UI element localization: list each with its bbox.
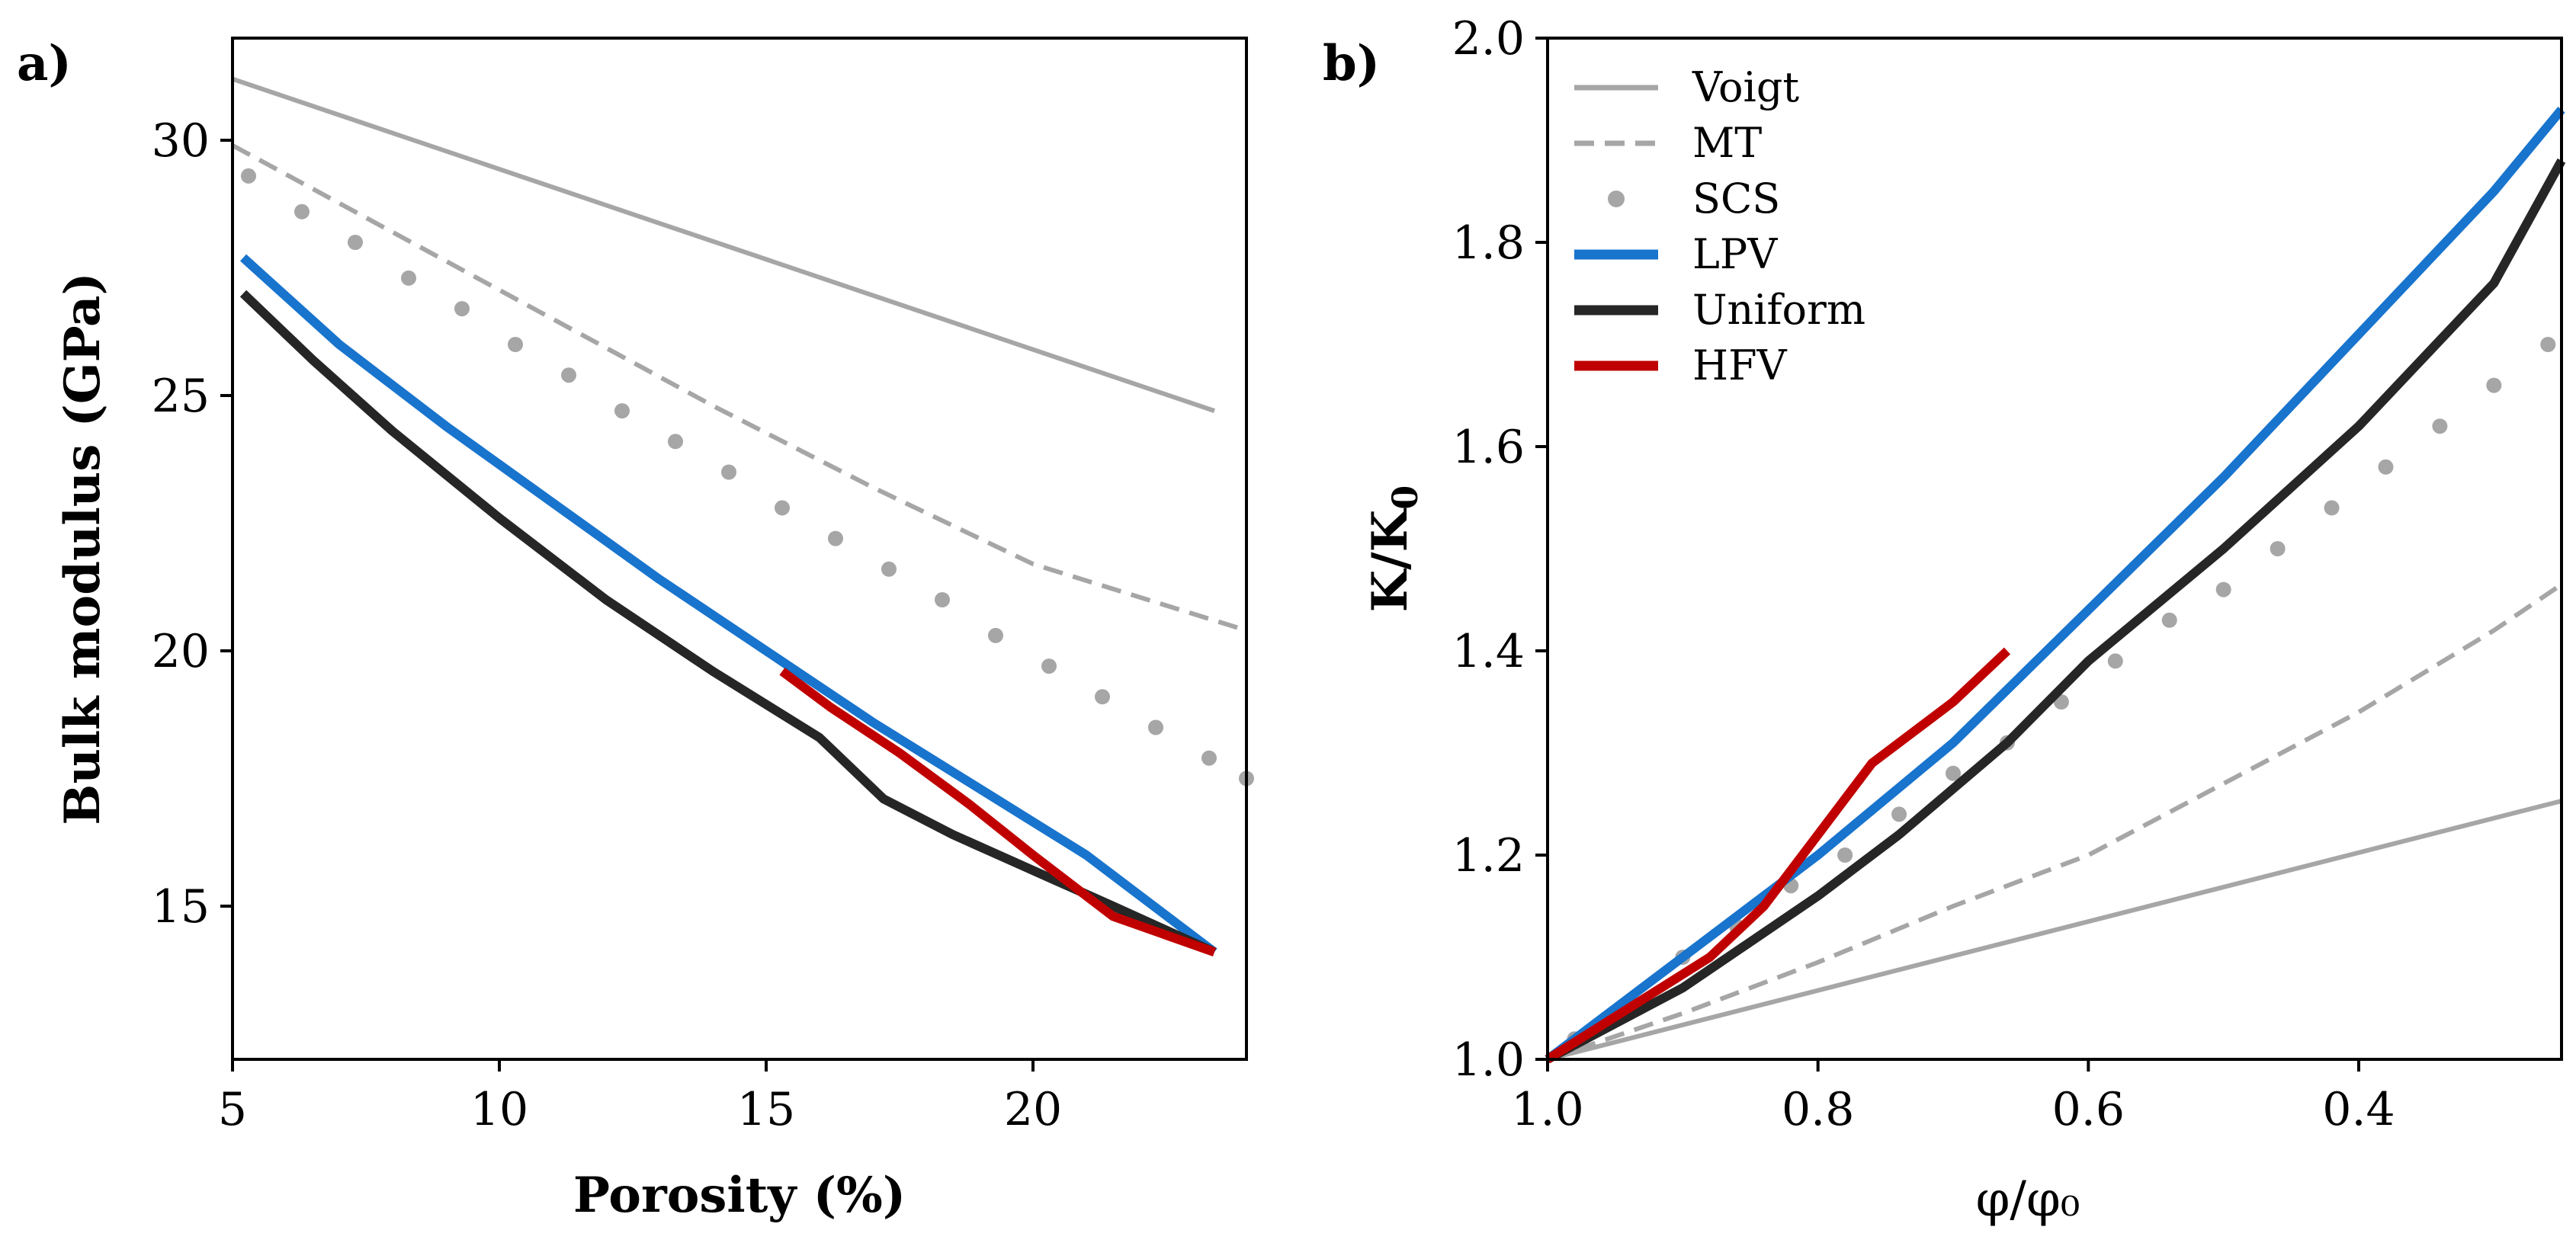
- legend-item-lpv: LPV: [1574, 230, 1778, 278]
- panel-a-xtick-label: 15: [737, 1083, 795, 1136]
- panel-b-ytick-label: 1.2: [1452, 829, 1525, 883]
- legend-label-voigt: Voigt: [1692, 63, 1799, 111]
- panel-a-scs-point: [1041, 658, 1057, 674]
- panel-a-scs-point: [561, 367, 576, 383]
- panel-a-label: a): [17, 35, 72, 92]
- panel-a-xticks: 5 10 15 20: [218, 1059, 1062, 1136]
- panel-b-xtick-label: 0.6: [2052, 1083, 2125, 1136]
- panel-b: b) 1.0 0.8 0.6 0.4 1.01.21.41.61.82.0 φ/φ₀ …: [1323, 12, 2566, 1228]
- panel-b-uniform-line: [1545, 158, 2566, 1064]
- panel-b-xtick-label: 1.0: [1511, 1083, 1583, 1136]
- panel-b-xtick-label: 0.4: [2322, 1083, 2395, 1136]
- legend: Voigt MT SCS LPV Uniform HFV: [1574, 63, 1865, 389]
- panel-b-scs-point: [1837, 847, 1853, 863]
- legend-item-hfv: HFV: [1574, 341, 1788, 389]
- panel-a-scs-point: [668, 434, 683, 450]
- legend-item-uniform: Uniform: [1574, 286, 1865, 334]
- panel-b-mt-line: [1547, 582, 2563, 1062]
- legend-item-voigt: Voigt: [1574, 63, 1799, 111]
- panel-a-yticks: 15 20 25 30: [152, 114, 233, 934]
- legend-item-scs: SCS: [1608, 175, 1780, 223]
- panel-a-series: [231, 76, 1254, 956]
- panel-b-scs-point: [1946, 765, 1961, 781]
- panel-a-scs-point: [1201, 750, 1217, 766]
- panel-a-scs-point: [881, 561, 897, 577]
- panel-a-xlabel: Porosity (%): [573, 1167, 906, 1224]
- panel-b-voigt-line: [1547, 799, 2562, 1062]
- panel-b-ytick-label: 2.0: [1452, 12, 1525, 66]
- panel-a-mt-line: [231, 143, 1247, 633]
- panel-a-scs-point: [294, 203, 310, 219]
- panel-b-scs-point: [2270, 541, 2286, 556]
- panel-b-xtick-label: 0.8: [1782, 1083, 1854, 1136]
- panel-a-scs-point: [775, 500, 790, 516]
- panel-b-scs-point: [2324, 500, 2340, 516]
- panel-a-ytick-label: 20: [152, 625, 210, 678]
- panel-b-axes-frame: [1546, 37, 2563, 1061]
- panel-b-scs-point: [2540, 337, 2556, 352]
- panel-a-lpv-line: [239, 254, 1217, 956]
- panel-b-scs-point: [2486, 377, 2502, 393]
- panel-b-ylabel-main: K/K: [1362, 508, 1419, 612]
- panel-b-scs-point: [2161, 612, 2177, 628]
- legend-item-mt: MT: [1574, 119, 1762, 167]
- legend-label-lpv: LPV: [1692, 230, 1778, 278]
- panel-a-scs-point: [614, 403, 630, 419]
- panel-b-scs-point: [2378, 459, 2394, 475]
- panel-a-scs-point: [401, 270, 416, 286]
- panel-a-scs-point: [721, 464, 736, 480]
- panel-a-scs-point: [1095, 689, 1110, 705]
- panel-a-scs-point: [454, 301, 470, 317]
- panel-a-ytick-label: 15: [152, 880, 210, 934]
- panel-b-ytick-label: 1.0: [1452, 1033, 1525, 1087]
- panel-b-ytick-label: 1.6: [1452, 421, 1525, 474]
- panel-a-voigt-line: [232, 76, 1215, 413]
- panel-a-scs-point: [348, 235, 363, 250]
- legend-label-hfv: HFV: [1692, 341, 1788, 389]
- panel-b-yticks: 1.0 1.2 1.4 1.6 1.8 2.0: [1452, 12, 1548, 1087]
- panel-b-scs-point: [2215, 581, 2231, 597]
- panel-b-xlabel: φ/φ₀: [1976, 1171, 2080, 1228]
- panel-b-ytick-label: 1.8: [1452, 216, 1525, 270]
- panel-a-ylabel: Bulk modulus (GPa): [54, 272, 111, 825]
- panel-a-ytick-label: 25: [152, 370, 210, 423]
- panel-a-ytick-label: 30: [152, 114, 210, 168]
- panel-b-ytick-label: 1.4: [1452, 625, 1525, 678]
- legend-swatch-scs: [1608, 191, 1625, 207]
- panel-b-xticks: 1.0 0.8 0.6 0.4: [1511, 1059, 2395, 1136]
- panel-a-scs-point: [935, 592, 950, 607]
- panel-a-scs-point: [1148, 719, 1163, 735]
- panel-a-hfv-line: [779, 667, 1216, 956]
- panel-a-xtick-label: 20: [1004, 1083, 1062, 1136]
- panel-a-scs-point: [508, 337, 523, 352]
- panel-a-xtick-label: 10: [470, 1083, 528, 1136]
- panel-b-label: b): [1323, 35, 1380, 92]
- panel-b-series: [1545, 106, 2566, 1064]
- panel-a-axes-frame: [231, 37, 1248, 1061]
- panel-b-hfv-line: [1545, 647, 2011, 1064]
- panel-a-scs-point: [988, 627, 1003, 643]
- panel-a-uniform-line: [239, 290, 1217, 956]
- panel-b-scs-point: [2107, 653, 2123, 669]
- panel-a: a) 5 10 15 20 15 20 25 30 Porosity (%) Bulk mo…: [17, 35, 1254, 1224]
- panel-b-scs-point: [1891, 806, 1907, 822]
- panel-a-xtick-label: 5: [218, 1083, 247, 1136]
- panel-a-scs-point: [828, 530, 843, 546]
- legend-label-mt: MT: [1692, 119, 1762, 167]
- panel-b-ylabel: K/K0: [1362, 485, 1426, 613]
- legend-label-uniform: Uniform: [1692, 286, 1865, 334]
- panel-a-scs-point: [241, 168, 256, 184]
- panel-b-scs-point: [2432, 418, 2448, 434]
- legend-label-scs: SCS: [1692, 175, 1780, 223]
- panel-b-lpv-line: [1545, 106, 2565, 1063]
- panel-b-ylabel-sub: 0: [1384, 485, 1426, 510]
